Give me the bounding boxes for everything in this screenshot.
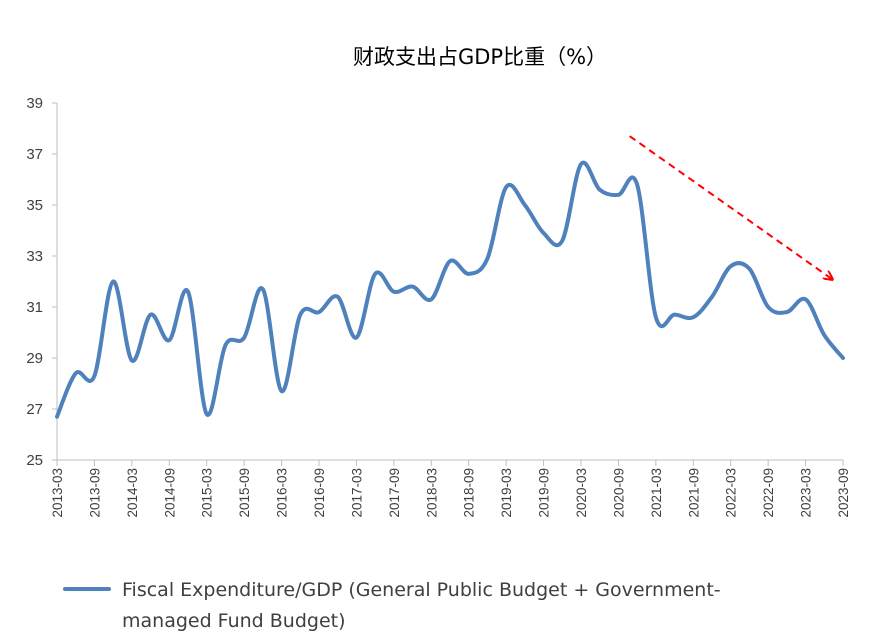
series-line [55,160,845,419]
data-point [111,280,115,284]
x-axis: 2013-03 2013-09 2014-03 2014-09 2015-03 2015-… [50,459,851,518]
x-tick-label: 2013-09 [87,468,102,518]
legend-label: managed Fund Budget) [122,610,346,632]
data-point [822,333,826,337]
x-tick-label: 2013-03 [50,468,65,518]
data-point [373,272,377,276]
x-tick-label: 2023-09 [836,468,851,518]
x-tick-label: 2022-03 [724,468,739,518]
data-point [448,259,452,263]
x-tick-label: 2021-09 [686,468,701,518]
legend-label: Fiscal Expenditure/GDP (General Public B… [122,579,721,601]
data-point [298,313,302,317]
x-tick-label: 2021-03 [649,468,664,518]
y-tick-label: 35 [26,197,43,214]
data-point [673,313,677,317]
data-point [691,315,695,319]
data-point [504,185,508,189]
x-tick-label: 2017-09 [387,468,402,518]
y-tick-label: 27 [26,401,43,418]
data-point [729,264,733,268]
data-point [654,315,658,319]
data-point [167,338,171,342]
x-tick-label: 2018-03 [424,468,439,518]
data-point [747,267,751,271]
data-point [710,295,714,299]
x-tick-label: 2019-03 [499,468,514,518]
data-point [766,305,770,309]
data-point [317,310,321,314]
data-point [785,310,789,314]
x-tick-label: 2020-09 [611,468,626,518]
data-point [467,272,471,276]
data-point [560,239,564,243]
x-tick-label: 2016-03 [275,468,290,518]
data-point [261,287,265,291]
data-point [186,290,190,294]
x-tick-label: 2015-09 [237,468,252,518]
data-point [841,356,845,360]
data-point [429,297,433,301]
data-point [130,359,134,363]
x-tick-label: 2020-03 [574,468,589,518]
data-point [354,336,358,340]
data-point [411,285,415,289]
y-tick-label: 39 [26,95,43,112]
x-tick-label: 2014-09 [162,468,177,518]
x-tick-label: 2023-03 [799,468,814,518]
y-tick-label: 33 [26,248,43,265]
chart-title: 财政支出占GDP比重（%） [353,45,607,69]
plot-area [55,135,845,419]
x-tick-label: 2014-03 [125,468,140,518]
y-axis: 25 27 29 31 33 35 37 39 [26,95,58,469]
x-tick-label: 2022-09 [761,468,776,518]
data-point [149,313,153,317]
data-point [804,297,808,301]
data-point [280,389,284,393]
legend: Fiscal Expenditure/GDP (General Public B… [63,579,721,632]
data-point [542,231,546,235]
y-tick-label: 25 [26,452,43,469]
x-tick-label: 2015-03 [200,468,215,518]
data-point [579,162,583,166]
data-point [392,290,396,294]
x-tick-label: 2017-03 [349,468,364,518]
data-point [205,412,209,416]
data-point [242,336,246,340]
data-point [485,257,489,261]
y-tick-label: 29 [26,350,43,367]
data-point [74,371,78,375]
data-point [55,415,59,419]
data-point [92,374,96,378]
data-point [223,343,227,347]
data-point [523,203,527,207]
data-point [635,183,639,187]
x-tick-label: 2018-09 [462,468,477,518]
trend-arrow [629,135,832,279]
x-tick-label: 2016-09 [312,468,327,518]
y-tick-label: 31 [26,299,43,316]
data-point [616,193,620,197]
data-point [598,188,602,192]
x-tick-label: 2019-09 [537,468,552,518]
y-tick-label: 37 [26,146,43,163]
data-point [336,295,340,299]
